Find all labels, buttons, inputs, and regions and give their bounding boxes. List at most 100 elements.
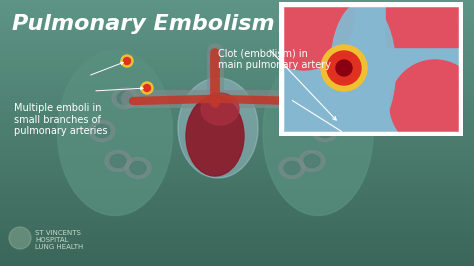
Bar xyxy=(0,243,474,246)
Bar xyxy=(0,180,474,183)
Bar xyxy=(0,10,474,13)
Bar xyxy=(0,33,474,36)
Bar xyxy=(0,86,474,90)
Bar xyxy=(0,63,474,66)
Bar xyxy=(0,80,474,83)
Bar xyxy=(0,106,474,110)
Bar xyxy=(0,30,474,33)
Text: Clot (embolism) in
main pulmonary artery: Clot (embolism) in main pulmonary artery xyxy=(218,48,331,70)
Bar xyxy=(0,117,474,120)
Bar xyxy=(0,100,474,103)
Ellipse shape xyxy=(130,161,146,174)
Bar xyxy=(0,0,474,3)
Ellipse shape xyxy=(125,157,151,178)
Bar xyxy=(0,120,474,123)
Bar xyxy=(0,140,474,143)
Ellipse shape xyxy=(294,92,310,105)
Ellipse shape xyxy=(330,2,395,136)
Bar xyxy=(0,170,474,173)
Bar xyxy=(0,16,474,20)
Bar xyxy=(0,233,474,236)
Bar xyxy=(0,133,474,136)
Bar xyxy=(282,5,460,133)
Bar xyxy=(0,189,474,193)
Ellipse shape xyxy=(89,120,115,142)
Ellipse shape xyxy=(390,60,474,150)
Circle shape xyxy=(281,99,299,117)
Bar xyxy=(0,23,474,27)
Bar xyxy=(0,130,474,133)
Bar xyxy=(0,163,474,166)
Ellipse shape xyxy=(117,92,133,105)
Ellipse shape xyxy=(263,51,373,215)
Ellipse shape xyxy=(289,88,315,109)
Bar xyxy=(0,250,474,253)
Bar xyxy=(282,5,460,133)
Bar xyxy=(0,226,474,229)
Bar xyxy=(0,43,474,47)
Bar xyxy=(0,20,474,23)
Bar xyxy=(0,7,474,10)
Bar xyxy=(0,13,474,16)
Bar xyxy=(0,77,474,80)
Bar xyxy=(0,259,474,263)
Ellipse shape xyxy=(304,155,320,168)
Bar xyxy=(0,176,474,180)
Bar xyxy=(386,0,461,47)
Bar xyxy=(0,47,474,50)
Text: Pulmonary Embolism: Pulmonary Embolism xyxy=(12,14,274,34)
Ellipse shape xyxy=(201,93,239,125)
Bar xyxy=(0,146,474,149)
Ellipse shape xyxy=(105,151,131,172)
Bar xyxy=(0,126,474,130)
Circle shape xyxy=(141,82,153,94)
Ellipse shape xyxy=(110,155,126,168)
Bar xyxy=(0,136,474,140)
Ellipse shape xyxy=(317,124,333,138)
Bar xyxy=(0,193,474,196)
Text: Multiple emboli in
small branches of
pulmonary arteries: Multiple emboli in small branches of pul… xyxy=(14,103,108,136)
Bar xyxy=(0,110,474,113)
Bar xyxy=(0,256,474,259)
Bar xyxy=(0,253,474,256)
Bar xyxy=(0,196,474,200)
Bar xyxy=(0,200,474,203)
Bar xyxy=(0,173,474,176)
Bar xyxy=(0,73,474,77)
Ellipse shape xyxy=(254,0,354,70)
Bar xyxy=(0,166,474,170)
Bar xyxy=(0,206,474,210)
Circle shape xyxy=(336,60,352,76)
Bar xyxy=(0,97,474,100)
Bar xyxy=(279,2,463,136)
Bar xyxy=(0,3,474,7)
Ellipse shape xyxy=(94,124,110,138)
Bar xyxy=(0,153,474,156)
Bar xyxy=(0,219,474,223)
Circle shape xyxy=(321,45,367,91)
Bar xyxy=(0,83,474,86)
Ellipse shape xyxy=(312,120,338,142)
Circle shape xyxy=(284,102,295,114)
Circle shape xyxy=(144,85,151,92)
Ellipse shape xyxy=(279,157,305,178)
Circle shape xyxy=(9,227,31,249)
Bar xyxy=(0,90,474,93)
Bar xyxy=(0,160,474,163)
Ellipse shape xyxy=(186,96,244,176)
Bar xyxy=(0,223,474,226)
Circle shape xyxy=(121,55,133,67)
Bar xyxy=(0,93,474,97)
Bar xyxy=(0,50,474,53)
Bar xyxy=(0,263,474,266)
Bar xyxy=(0,246,474,250)
Bar xyxy=(0,123,474,126)
Bar xyxy=(0,40,474,43)
Bar xyxy=(0,239,474,243)
Bar xyxy=(0,57,474,60)
Text: ST VINCENTS
HOSPITAL
LUNG HEALTH: ST VINCENTS HOSPITAL LUNG HEALTH xyxy=(35,230,83,250)
Bar xyxy=(0,53,474,57)
Bar xyxy=(0,213,474,216)
Bar xyxy=(0,149,474,153)
Bar xyxy=(0,66,474,70)
